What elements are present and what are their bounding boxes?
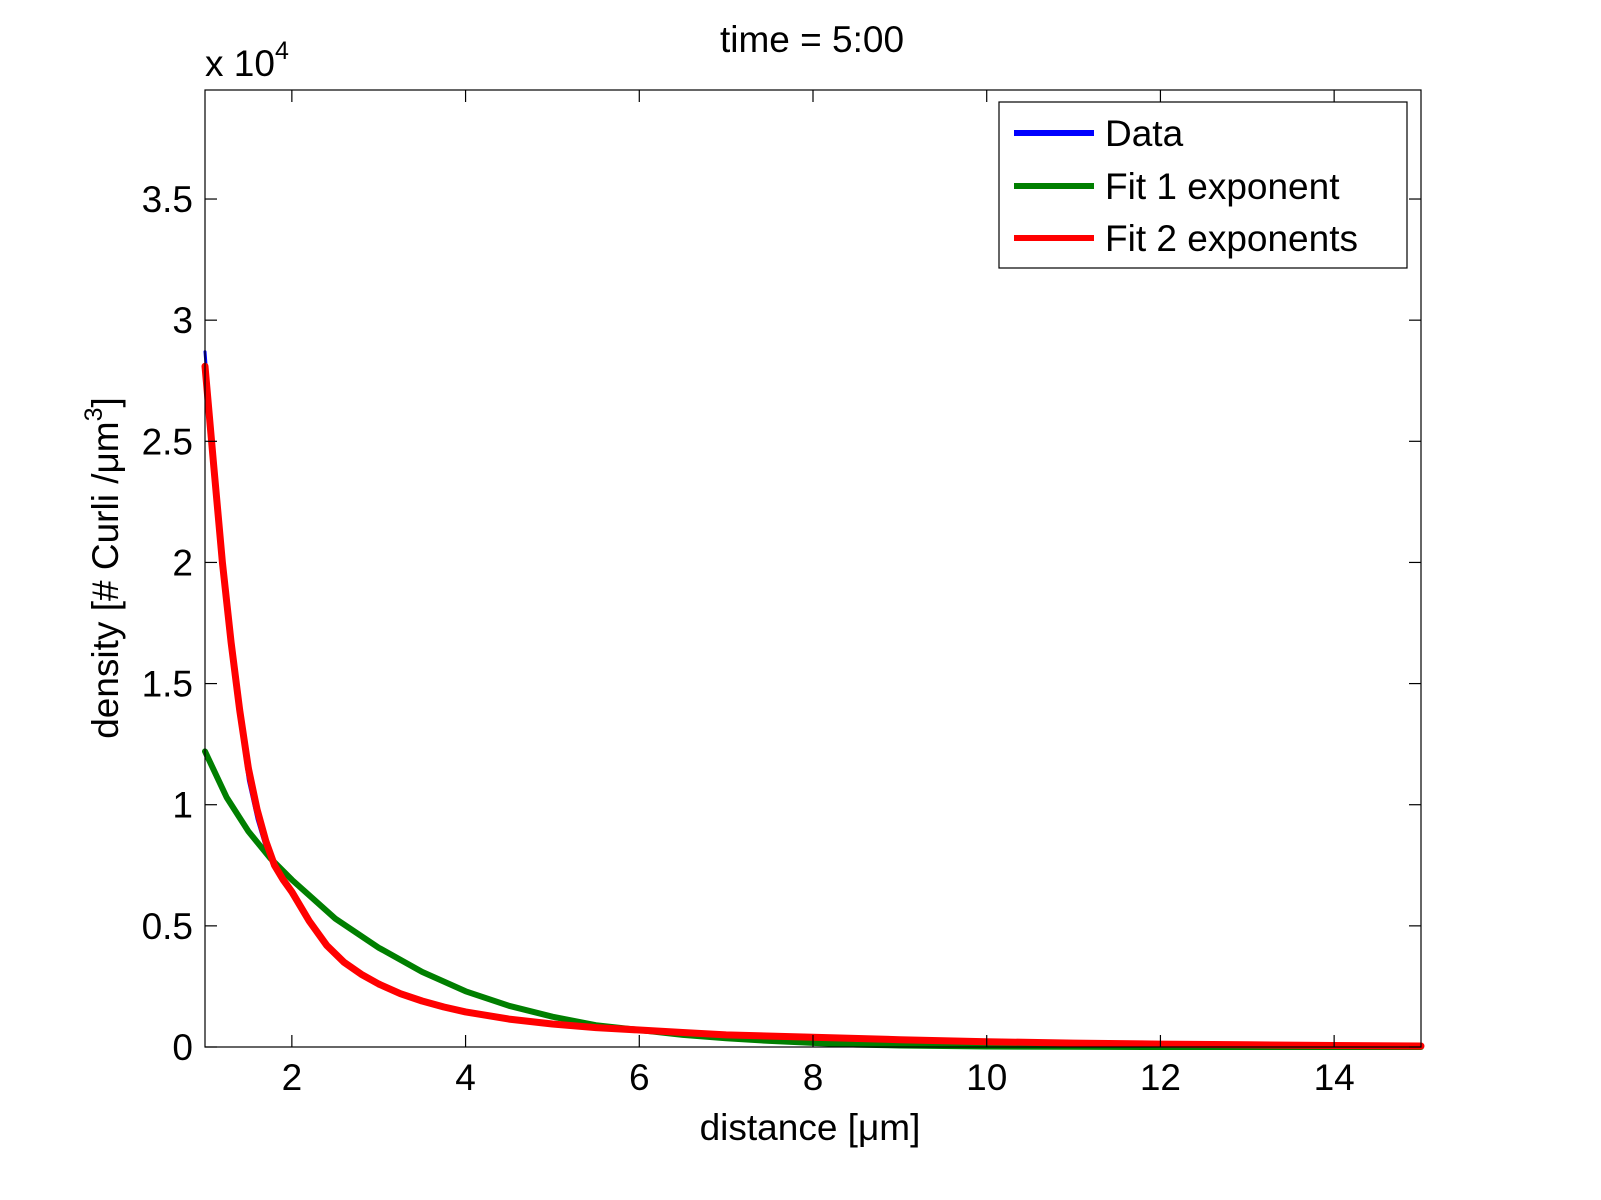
y-axis-label-main: density [# Curli /μm <box>85 421 126 738</box>
x-tick-label: 6 <box>629 1057 650 1098</box>
y-axis: 0 0.5 1 1.5 2 2.5 3 3.5 <box>142 179 1421 1068</box>
y-axis-label-close: ] <box>85 397 126 407</box>
y-tick-label: 1.5 <box>142 664 193 705</box>
legend-label-fit-1: Fit 1 exponent <box>1105 166 1340 207</box>
y-multiplier-base: x 10 <box>205 43 275 84</box>
y-tick-label: 0 <box>172 1027 193 1068</box>
x-tick-label: 8 <box>803 1057 824 1098</box>
y-tick-label: 3.5 <box>142 179 193 220</box>
y-multiplier-exponent: 4 <box>275 37 289 65</box>
y-tick-label: 2 <box>172 542 193 583</box>
x-tick-label: 12 <box>1140 1057 1181 1098</box>
chart-title: time = 5:00 <box>720 19 904 60</box>
y-tick-label: 2.5 <box>142 421 193 462</box>
legend-label-data: Data <box>1105 113 1184 154</box>
x-axis-label: distance [μm] <box>700 1107 921 1148</box>
y-axis-label-sup: 3 <box>80 407 108 421</box>
y-axis-label: density [# Curli /μm3] <box>80 397 126 739</box>
y-tick-label: 3 <box>172 300 193 341</box>
x-axis: 2 4 6 8 10 12 14 <box>282 90 1355 1098</box>
series-line-3 <box>201 362 1425 1050</box>
y-tick-label: 0.5 <box>142 906 193 947</box>
x-tick-label: 10 <box>966 1057 1007 1098</box>
x-tick-label: 4 <box>455 1057 476 1098</box>
y-multiplier: x 104 <box>205 37 289 84</box>
y-tick-label: 1 <box>172 785 193 826</box>
legend-label-fit-2: Fit 2 exponents <box>1105 218 1358 259</box>
x-tick-label: 14 <box>1314 1057 1355 1098</box>
x-tick-label: 2 <box>282 1057 303 1098</box>
legend: Data Fit 1 exponent Fit 2 exponents <box>998 101 1408 269</box>
